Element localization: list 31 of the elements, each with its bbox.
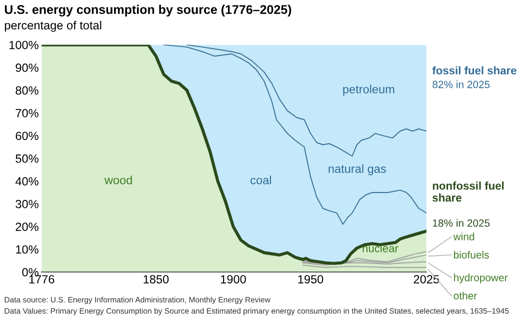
text: biofuels [454, 250, 489, 259]
annotation: coal [250, 176, 271, 184]
y-tick-label: 40% [15, 177, 38, 186]
x-tick-label: 1850 [144, 275, 169, 284]
y-tick-label: 0% [22, 268, 38, 276]
annotation: nuclear [362, 244, 398, 252]
y-tick-label: 50% [16, 154, 38, 163]
y-tick-label: 70% [16, 108, 38, 118]
text: hydropower [454, 274, 508, 284]
x-tick-label: 1776 [29, 275, 54, 284]
y-tick-label: 10% [16, 245, 38, 254]
x-tick-label: 2025 [414, 275, 440, 284]
text: fossil fuel share [432, 66, 516, 74]
text: nonfossil fuel share [432, 182, 504, 202]
text: 18% in 2025 [432, 219, 490, 227]
x-tick-label: 1950 [298, 275, 324, 284]
text: 82% in 2025 [432, 80, 490, 88]
chart-title: U.S. energy consumption by source (1776–2025) [4, 4, 292, 17]
annotation: petroleum [343, 84, 394, 96]
annotation: wood [104, 176, 132, 184]
y-tick-label: 30% [16, 200, 38, 208]
y-tick-label: 20% [16, 222, 38, 231]
y-tick-label: 80% [16, 86, 38, 95]
y-tick-label: 60% [16, 132, 38, 140]
text: other [454, 292, 477, 300]
y-tick-label: 100% [10, 40, 38, 50]
chart-subtitle: percentage of total [4, 20, 102, 32]
y-tick-label: 90% [16, 64, 38, 72]
annotation: natural gas [328, 164, 386, 176]
text: wind [453, 232, 474, 240]
x-tick-label: 1900 [220, 275, 246, 284]
